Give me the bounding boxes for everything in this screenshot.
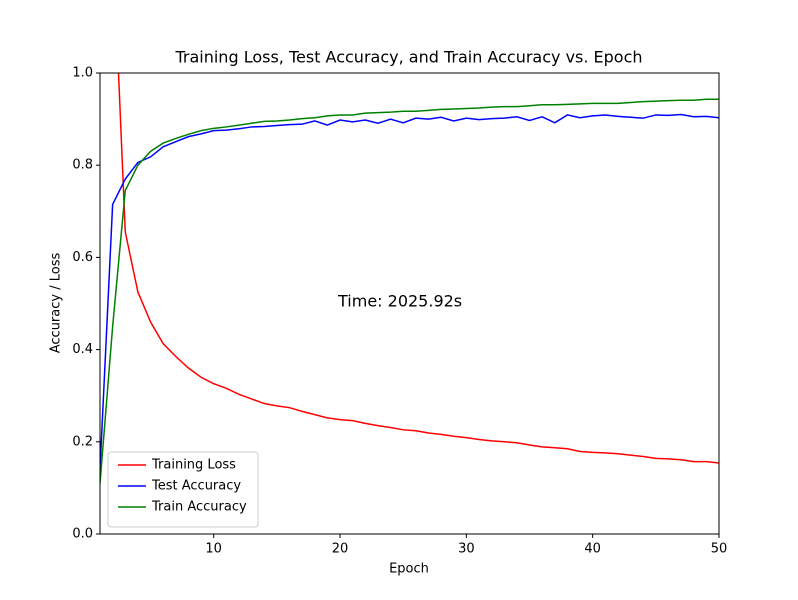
plot-area [100,73,719,484]
line-series [100,98,719,484]
axes-frame [99,72,720,535]
x-tick-label: 50 [711,542,728,557]
y-axis-label: Accuracy / Loss [49,253,64,354]
line-series [117,73,719,464]
y-tick-label: 0.6 [72,250,93,265]
x-axis-label: Epoch [389,562,429,577]
annotation: Time: 2025.92s [337,292,462,311]
y-tick-label: 0.2 [72,434,93,449]
legend-label: Test Accuracy [151,479,241,494]
y-tick-label: 0.4 [72,342,93,357]
x-tick-label: 20 [332,542,349,557]
y-tick-label: 0.0 [72,527,93,542]
x-tick-label: 30 [458,542,475,557]
legend-box [107,451,259,528]
legend-label: Training Loss [151,458,236,473]
legend-label: Train Accuracy [151,500,247,515]
x-tick-label: 40 [584,542,601,557]
y-tick-label: 0.8 [72,158,93,173]
chart-title: Training Loss, Test Accuracy, and Train … [174,48,642,67]
y-tick-label: 1.0 [72,66,93,81]
line-series [100,113,719,470]
x-tick-label: 10 [205,542,222,557]
